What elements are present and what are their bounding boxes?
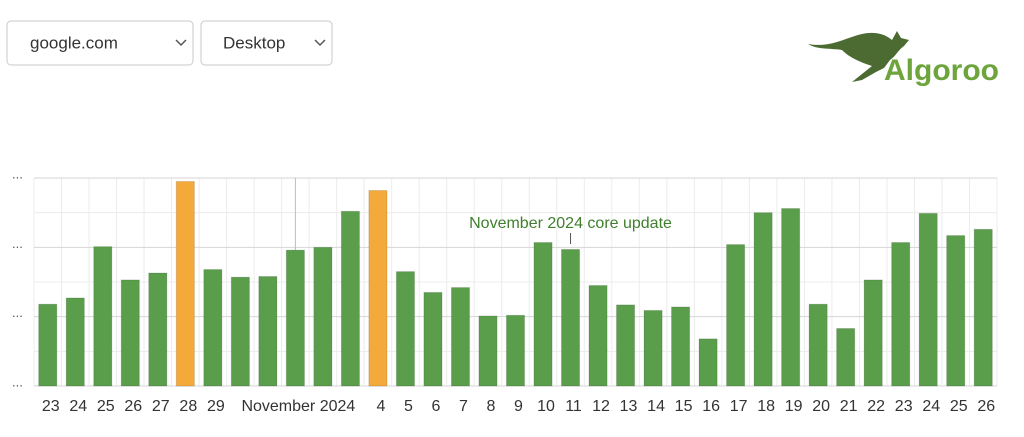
bar [450, 287, 471, 387]
bar [615, 304, 636, 387]
bar [93, 246, 113, 387]
bar [836, 327, 856, 387]
chevron [175, 39, 187, 47]
kangaroo [808, 31, 909, 82]
x-tick-label: 25 [97, 398, 115, 415]
bar [863, 279, 883, 387]
x-tick-label: 29 [207, 398, 225, 415]
bar [671, 306, 691, 387]
bar [368, 189, 388, 387]
x-tick-label: 16 [702, 398, 720, 415]
chevron [314, 39, 326, 47]
bar [560, 248, 581, 387]
bar [505, 314, 526, 387]
bar [781, 208, 801, 387]
bar [148, 272, 168, 387]
x-tick-label: 15 [675, 398, 693, 415]
x-tick-label: 20 [812, 398, 830, 415]
bar [258, 275, 278, 387]
bar [891, 241, 911, 387]
y-tick-label: ... [12, 374, 23, 389]
bar [120, 279, 140, 387]
x-tick-label: 28 [179, 398, 197, 415]
select-box[interactable] [6, 20, 194, 66]
bar [946, 235, 966, 387]
x-tick-label: 18 [757, 398, 775, 415]
device-select[interactable]: Desktop [200, 20, 333, 66]
bar [753, 212, 773, 387]
bar [203, 269, 223, 387]
bar [808, 303, 828, 387]
bar [230, 276, 250, 387]
bar [340, 210, 360, 387]
x-tick-label: 25 [950, 398, 968, 415]
x-tick-label: November 2024 [241, 398, 355, 415]
bar [175, 180, 195, 387]
annotation: November 2024 core update [469, 215, 672, 232]
x-tick-label: 17 [730, 398, 748, 415]
bar [698, 338, 718, 387]
x-tick-label: 4 [376, 398, 385, 415]
y-tick-label: ... [12, 236, 23, 251]
bar [973, 228, 993, 387]
x-tick-label: 26 [977, 398, 995, 415]
bar [285, 249, 305, 387]
x-tick-label: 13 [620, 398, 638, 415]
x-tick-label: 6 [432, 398, 441, 415]
x-tick-label: 27 [152, 398, 170, 415]
x-tick-label: 26 [124, 398, 142, 415]
y-tick-label: ... [12, 166, 23, 181]
x-tick-label: 9 [514, 398, 523, 415]
x-tick-label: 24 [922, 398, 940, 415]
select-box[interactable] [200, 20, 333, 66]
x-tick-label: 8 [487, 398, 496, 415]
x-tick-label: 12 [592, 398, 610, 415]
logo-text: Algoroo [884, 54, 999, 87]
bar [65, 297, 85, 387]
y-tick-label: ... [12, 305, 23, 320]
x-tick-label: 14 [647, 398, 665, 415]
chart: ............ 23 24 25 26 27 28 29 November 2024 4… [12, 166, 998, 415]
bar [423, 291, 443, 387]
x-tick-label: 7 [459, 398, 468, 415]
x-tick-label: 10 [537, 398, 555, 415]
bar [726, 244, 746, 387]
select-text[interactable]: Desktop [223, 33, 285, 52]
x-tick-label: 23 [42, 398, 60, 415]
bar [918, 212, 938, 387]
bar [533, 241, 553, 387]
x-tick-label: 24 [69, 398, 87, 415]
site-select[interactable]: google.com [6, 20, 194, 66]
x-tick-label: 11 [565, 398, 582, 415]
bar [313, 246, 333, 387]
bar [588, 284, 608, 387]
bar [478, 315, 498, 387]
x-tick-label: 22 [867, 398, 885, 415]
x-tick-label: 21 [840, 398, 858, 415]
x-tick-label: 5 [404, 398, 413, 415]
bar [643, 309, 663, 387]
x-tick-label: 23 [895, 398, 913, 415]
x-tick-label: 19 [785, 398, 803, 415]
bar [38, 303, 58, 387]
logo: Algoroo [808, 31, 999, 87]
bar [395, 271, 416, 387]
select-text[interactable]: google.com [30, 33, 118, 52]
